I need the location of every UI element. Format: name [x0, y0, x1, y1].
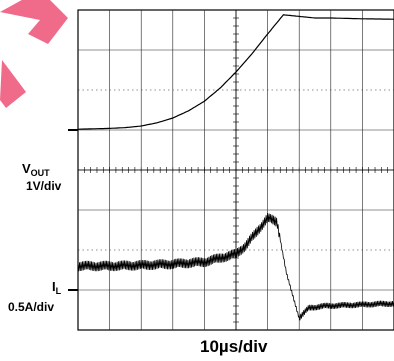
- vout-name-sub: OUT: [30, 168, 50, 178]
- il-scale-label: 0.5A/div: [8, 300, 55, 314]
- il-name: I: [52, 279, 56, 294]
- il-channel-label: IL: [52, 280, 61, 296]
- vout-channel-label: VOUT: [22, 162, 50, 178]
- vout-trace: [78, 14, 394, 130]
- plot-traces: [77, 14, 394, 321]
- x-axis-label: 10µs/div: [200, 337, 268, 356]
- brand-logo-mark: [0, 0, 68, 108]
- ground-markers: [68, 129, 78, 291]
- plot-grid: [77, 9, 394, 331]
- il-name-sub: L: [55, 286, 62, 296]
- vout-name: V: [22, 161, 31, 176]
- vout-scale-label: 1V/div: [26, 179, 62, 193]
- il-trace: [77, 212, 394, 321]
